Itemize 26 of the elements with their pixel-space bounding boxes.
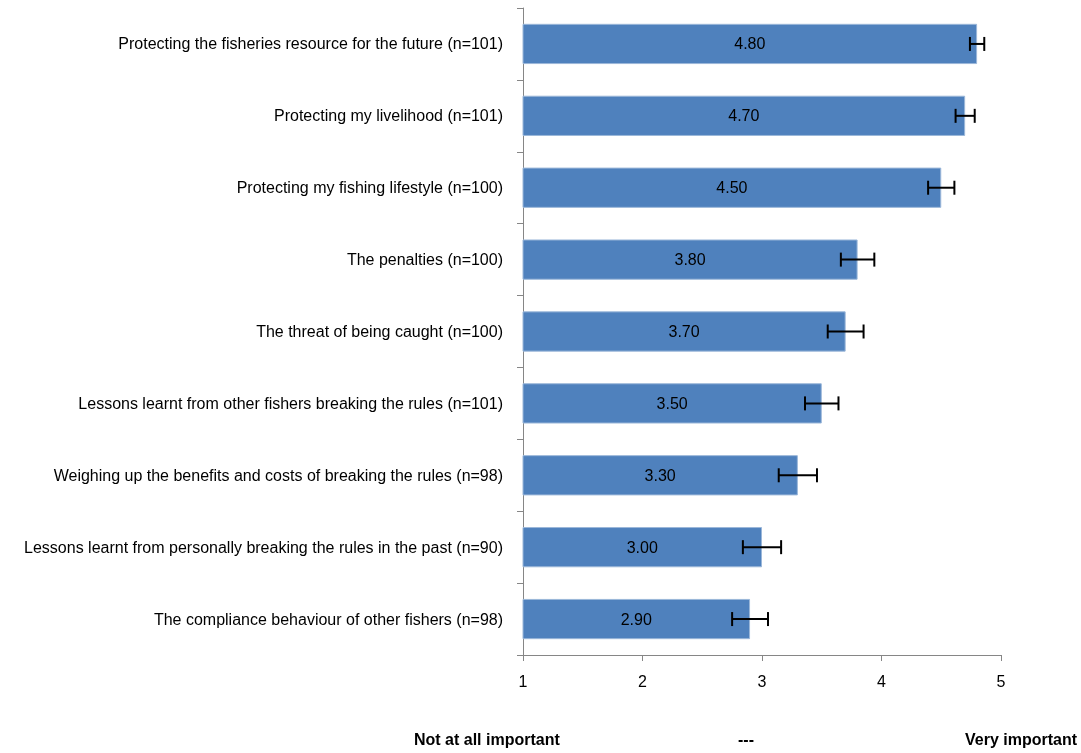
x-tick-label: 2 bbox=[638, 672, 648, 690]
x-tick-label: 3 bbox=[757, 672, 767, 690]
data-label: 3.00 bbox=[626, 538, 658, 556]
data-label: 4.50 bbox=[716, 179, 748, 197]
y-tick-label: Protecting the fisheries resource for the future (n=101) bbox=[118, 35, 503, 53]
text: Very important bbox=[964, 730, 1078, 748]
y-tick-label: Protecting my fishing lifestyle (n=100) bbox=[236, 179, 503, 197]
data-label: 3.50 bbox=[656, 394, 688, 412]
text: Not at all important bbox=[414, 730, 561, 748]
data-label: 4.80 bbox=[734, 35, 766, 53]
y-tick-label: Weighing up the benefits and costs of breaking the rules (n=98) bbox=[53, 466, 503, 484]
data-label: 3.70 bbox=[668, 323, 700, 340]
text: --- bbox=[738, 730, 754, 748]
x-tick-label: 1 bbox=[518, 672, 528, 690]
x-tick-label: 4 bbox=[877, 672, 887, 690]
y-tick-label: Protecting my livelihood (n=101) bbox=[273, 107, 503, 125]
x-tick-label: 5 bbox=[996, 672, 1006, 690]
y-tick-label: The compliance behaviour of other fishers (n=98) bbox=[153, 610, 503, 628]
y-tick-label: The penalties (n=100) bbox=[346, 251, 503, 269]
data-label: 2.90 bbox=[620, 610, 652, 628]
y-tick-label: Lessons learnt from personally breaking the rules in the past (n=90) bbox=[24, 538, 503, 556]
data-label: 4.70 bbox=[728, 107, 760, 125]
y-tick-label: The threat of being caught (n=100) bbox=[256, 323, 503, 340]
data-label: 3.80 bbox=[674, 251, 706, 269]
data-label: 3.30 bbox=[644, 466, 676, 484]
y-tick-label: Lessons learnt from other fishers breaking the rules (n=101) bbox=[78, 394, 503, 412]
